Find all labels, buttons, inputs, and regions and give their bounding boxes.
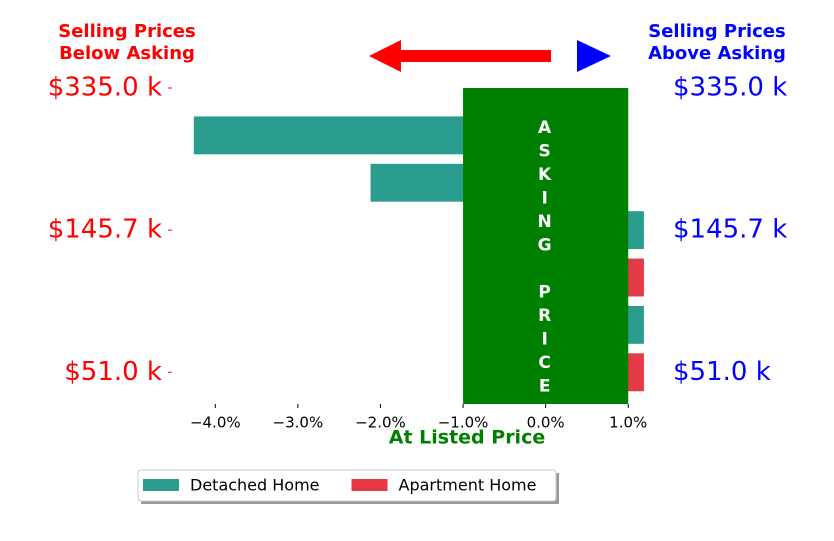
title-left: Selling Prices Below Asking xyxy=(58,21,195,64)
legend-swatch xyxy=(351,479,388,491)
x-tick-label: 1.0% xyxy=(609,414,647,432)
y-tick-label-left: $145.7 k xyxy=(48,215,162,245)
x-tick-label: −3.0% xyxy=(273,414,324,432)
y-tick-label-right: $335.0 k xyxy=(673,73,787,103)
y-tick-label-left: $51.0 k xyxy=(64,357,162,387)
legend-box xyxy=(137,469,557,502)
legend: Detached Home Apartment Home xyxy=(137,469,559,504)
legend-label: Apartment Home xyxy=(399,476,537,495)
right-arrow xyxy=(577,40,611,72)
x-tick-label: −4.0% xyxy=(190,414,241,432)
title-right: Selling Prices Above Asking xyxy=(648,21,786,64)
left-arrow xyxy=(369,40,551,72)
asking-band xyxy=(463,88,629,404)
legend-label: Detached Home xyxy=(190,476,320,495)
band-label: ASKING PRICE xyxy=(534,118,555,400)
x-tick-label: −1.0% xyxy=(438,414,489,432)
y-tick-label-left: $335.0 k xyxy=(48,73,162,103)
x-axis-label: At Listed Price xyxy=(389,427,545,449)
y-tick-label-right: $51.0 k xyxy=(673,357,771,387)
y-tick-label-right: $145.7 k xyxy=(673,215,787,245)
legend-swatch xyxy=(143,479,179,491)
x-tick-label: 0.0% xyxy=(527,414,565,432)
x-tick-label: −2.0% xyxy=(355,414,406,432)
